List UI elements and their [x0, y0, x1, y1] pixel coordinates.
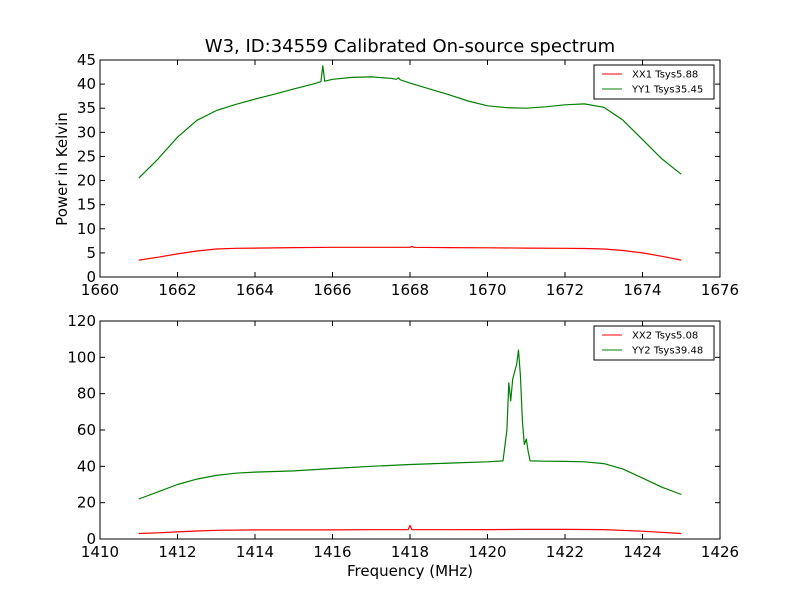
top-y-tick-label: 15	[77, 196, 96, 214]
top-series-line-xx1	[138, 245, 682, 261]
bottom-y-tick-label: 120	[67, 312, 96, 330]
top-y-axis-label: Power in Kelvin	[53, 112, 71, 226]
top-x-tick-label: 1670	[468, 281, 506, 299]
top-axis-ticks: 1660 1662 1664 1666 1668 1670 1672 1674 1676 0 5 10…	[77, 51, 739, 299]
top-y-tick-label: 20	[77, 172, 96, 190]
top-y-tick-label: 0	[86, 268, 96, 286]
top-y-tick-label: 35	[77, 99, 96, 117]
bottom-y-tick-label: 80	[77, 385, 96, 403]
top-x-tick-label: 1660	[81, 281, 119, 299]
bottom-panel: 1410 1412 1414 1416 1418 1420 1422 1424 1426 0 20 4…	[67, 312, 739, 580]
bottom-series-line-xx2	[138, 524, 682, 535]
bottom-x-tick-label: 1410	[81, 543, 119, 561]
top-y-tick-label: 5	[86, 244, 96, 262]
bottom-series-lines	[138, 349, 682, 535]
top-series-line-yy1	[138, 65, 682, 179]
bottom-legend-box	[593, 325, 715, 361]
bottom-y-tick-label: 40	[77, 457, 96, 475]
bottom-y-tick-label: 60	[77, 421, 96, 439]
bottom-x-tick-label: 1424	[623, 543, 661, 561]
bottom-legend: XX2 Tsys5.08 YY2 Tsys39.48	[593, 325, 715, 361]
top-panel: 1660 1662 1664 1666 1668 1670 1672 1674 1676 0 5 10…	[53, 51, 739, 299]
bottom-x-tick-label: 1418	[391, 543, 429, 561]
bottom-x-tick-label: 1412	[158, 543, 196, 561]
top-legend: XX1 Tsys5.88 YY1 Tsys35.45	[593, 64, 715, 100]
top-legend-box	[593, 64, 715, 100]
bottom-x-tick-label: 1414	[236, 543, 274, 561]
top-x-tick-label: 1672	[546, 281, 584, 299]
top-x-tick-label: 1668	[391, 281, 429, 299]
top-x-tick-label: 1666	[313, 281, 351, 299]
top-x-tick-label: 1662	[158, 281, 196, 299]
bottom-x-tick-label: 1426	[701, 543, 739, 561]
bottom-y-tick-label: 0	[86, 530, 96, 548]
bottom-axis-ticks: 1410 1412 1414 1416 1418 1420 1422 1424 1426 0 20 4…	[67, 312, 739, 561]
bottom-x-tick-label: 1416	[313, 543, 351, 561]
top-y-tick-label: 30	[77, 123, 96, 141]
bottom-x-tick-label: 1420	[468, 543, 506, 561]
top-y-tick-label: 10	[77, 220, 96, 238]
top-series-lines	[138, 65, 682, 261]
top-y-tick-label: 25	[77, 147, 96, 165]
top-y-tick-label: 45	[77, 51, 96, 69]
top-legend-label-yy1: YY1 Tsys35.45	[631, 85, 703, 96]
top-y-tick-label: 40	[77, 75, 96, 93]
top-x-tick-label: 1664	[236, 281, 274, 299]
top-legend-label-xx1: XX1 Tsys5.88	[632, 70, 698, 81]
bottom-y-tick-label: 20	[77, 494, 96, 512]
top-x-tick-label: 1676	[701, 281, 739, 299]
bottom-legend-label-yy2: YY2 Tsys39.48	[631, 346, 703, 357]
bottom-legend-label-xx2: XX2 Tsys5.08	[632, 331, 698, 342]
bottom-series-line-yy2	[138, 349, 682, 500]
bottom-x-tick-label: 1422	[546, 543, 584, 561]
bottom-x-axis-label: Frequency (MHz)	[347, 562, 473, 580]
bottom-y-tick-label: 100	[67, 348, 96, 366]
top-x-tick-label: 1674	[623, 281, 661, 299]
chart-title: W3, ID:34559 Calibrated On-source spectr…	[205, 36, 615, 57]
